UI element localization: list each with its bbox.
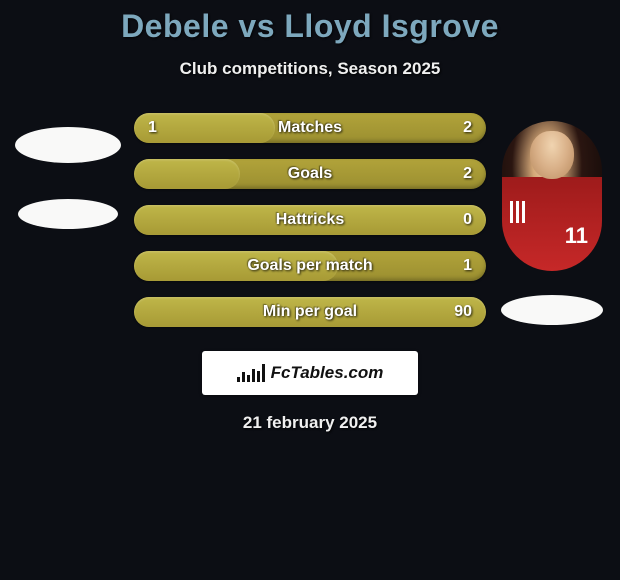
stat-bar-fill: [134, 113, 275, 143]
right-player-photo: 11: [502, 121, 602, 271]
right-player-flag-placeholder: [501, 295, 603, 325]
bars-icon: [237, 364, 265, 382]
branding-text: FcTables.com: [271, 363, 384, 383]
left-player-photo-placeholder: [15, 127, 121, 163]
date-label: 21 february 2025: [0, 413, 620, 433]
stat-bar: Goals2: [134, 159, 486, 189]
stat-bar: Min per goal90: [134, 297, 486, 327]
content-row: 1Matches2 Goals2 Hattricks0 Goals per match…: [0, 113, 620, 327]
stat-right-value: 2: [463, 159, 472, 189]
stat-bar-fill: [134, 205, 486, 235]
right-player-column: 11: [490, 113, 614, 325]
stat-bar: 1Matches2: [134, 113, 486, 143]
stats-bars: 1Matches2 Goals2 Hattricks0 Goals per match…: [130, 113, 490, 327]
stat-bar-fill: [134, 159, 240, 189]
page-title: Debele vs Lloyd Isgrove: [0, 8, 620, 45]
stat-bar: Goals per match1: [134, 251, 486, 281]
branding-box: FcTables.com: [202, 351, 418, 395]
jersey-number: 11: [565, 223, 588, 249]
comparison-card: Debele vs Lloyd Isgrove Club competition…: [0, 0, 620, 580]
stat-bar: Hattricks0: [134, 205, 486, 235]
stat-right-value: 2: [463, 113, 472, 143]
stat-bar-fill: [134, 297, 486, 327]
stat-bar-fill: [134, 251, 338, 281]
left-player-flag-placeholder: [18, 199, 118, 229]
stat-right-value: 1: [463, 251, 472, 281]
left-player-column: [6, 113, 130, 229]
jersey-brand-stripes: [510, 201, 525, 223]
subtitle: Club competitions, Season 2025: [0, 59, 620, 79]
